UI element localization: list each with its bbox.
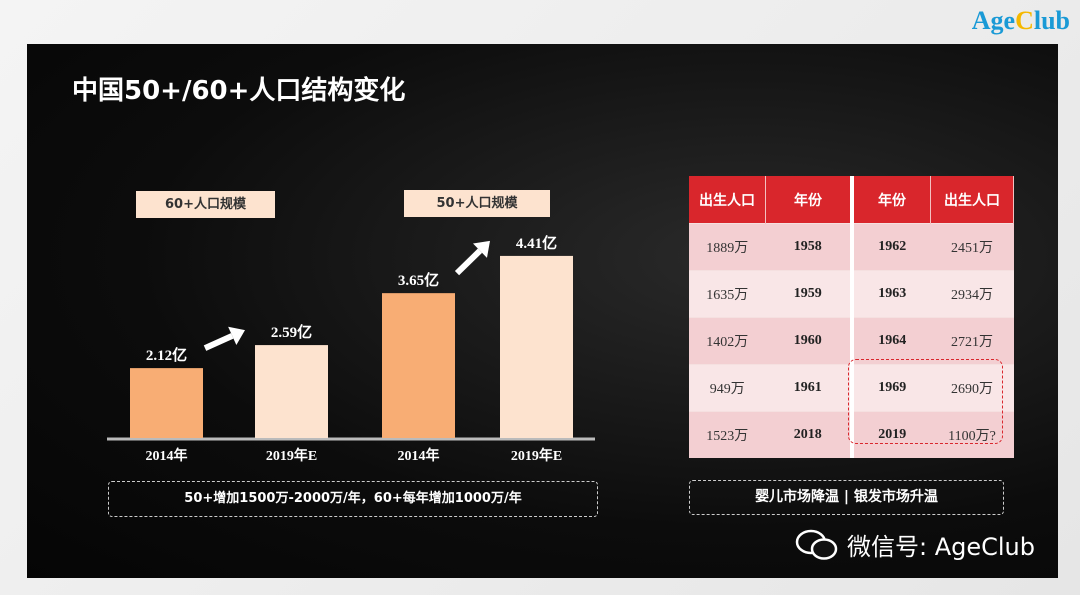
- value-label: 2.12亿: [146, 346, 187, 364]
- table-cell: 949万: [689, 364, 766, 412]
- value-label: 2.59亿: [271, 323, 312, 341]
- bar: [130, 368, 203, 438]
- group-label-60plus: 60+人口规模: [136, 191, 275, 218]
- table-cell: 1635万: [689, 270, 766, 318]
- table-cell: 2451万: [930, 223, 1014, 271]
- wechat-watermark: 微信号: AgeClub: [795, 527, 1035, 562]
- table-cell: 1964: [852, 317, 931, 365]
- table-cell: 2721万: [930, 317, 1014, 365]
- table-cell: 1100万?: [930, 411, 1014, 458]
- table-cell: 1960: [765, 317, 854, 365]
- table-row: 1402万 1960 1964 2721万: [689, 317, 1014, 365]
- watermark-text: 微信号: AgeClub: [847, 533, 1036, 561]
- table-header: 出生人口: [930, 176, 1014, 224]
- table-cell: 1959: [765, 270, 854, 318]
- x-tick-label: 2019年E: [511, 447, 562, 464]
- table-cell: 2690万: [930, 364, 1014, 412]
- table-row: 949万 1961 1969 2690万: [689, 364, 1014, 412]
- table-cell: 1958: [765, 223, 854, 271]
- table-header: 年份: [765, 176, 854, 224]
- table-cell: 1962: [852, 223, 931, 271]
- arrow-up-icon: [203, 326, 245, 351]
- table-caption: 婴儿市场降温 | 银发市场升温: [689, 480, 1004, 515]
- bar: [255, 345, 328, 438]
- table-row: 1889万 1958 1962 2451万: [689, 223, 1014, 271]
- bar: [382, 293, 455, 438]
- table-row: 1523万 2018 2019 1100万?: [689, 411, 1014, 458]
- value-label: 3.65亿: [398, 271, 439, 289]
- slide-title: 中国50+/60+人口结构变化: [72, 76, 406, 106]
- table-cell: 1969: [852, 364, 931, 412]
- table-cell: 1523万: [689, 411, 766, 458]
- table-header: 出生人口: [689, 176, 766, 224]
- table-cell: 1889万: [689, 223, 766, 271]
- table-cell: 1963: [852, 270, 931, 318]
- table-row: 1635万 1959 1963 2934万: [689, 270, 1014, 318]
- group-label-50plus: 50+人口规模: [404, 190, 550, 217]
- table-cell: 2934万: [930, 270, 1014, 318]
- x-tick-label: 2019年E: [266, 447, 317, 464]
- table-cell: 1961: [765, 364, 854, 412]
- value-label: 4.41亿: [516, 234, 557, 252]
- table-header: 年份: [852, 176, 931, 224]
- table-cell: 1402万: [689, 317, 766, 365]
- ageclub-logo: AgeClub: [971, 6, 1070, 35]
- highlight-box: [848, 359, 1003, 444]
- wechat-icon: [795, 529, 838, 560]
- chart-annotation: 50+增加1500万-2000万/年，60+每年增加1000万/年: [108, 481, 598, 517]
- table-cell: 2019: [852, 411, 931, 458]
- bar: [500, 255, 573, 438]
- x-tick-label: 2014年: [398, 447, 440, 464]
- x-tick-label: 2014年: [146, 447, 188, 464]
- arrow-up-icon: [454, 240, 490, 276]
- table-cell: 2018: [765, 411, 854, 458]
- birth-table: 出生人口 年份 年份 出生人口 1889万 1958 1962 2451万 1635万 1959…: [689, 176, 1014, 458]
